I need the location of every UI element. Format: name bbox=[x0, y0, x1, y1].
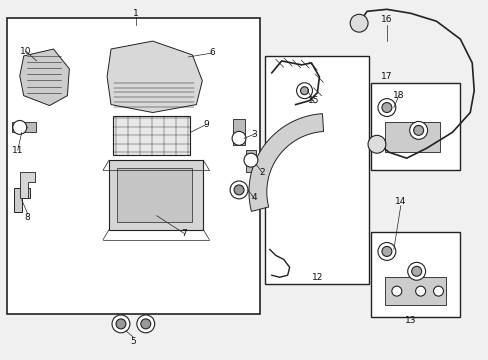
Circle shape bbox=[411, 266, 421, 276]
Bar bbox=[7, 18, 259, 314]
Circle shape bbox=[377, 243, 395, 260]
Circle shape bbox=[381, 247, 391, 256]
Circle shape bbox=[409, 121, 427, 139]
Circle shape bbox=[433, 286, 443, 296]
Text: 12: 12 bbox=[311, 273, 323, 282]
Circle shape bbox=[244, 153, 257, 167]
Polygon shape bbox=[20, 172, 35, 198]
Circle shape bbox=[296, 83, 312, 99]
Circle shape bbox=[230, 181, 247, 199]
Text: 7: 7 bbox=[181, 229, 187, 238]
Polygon shape bbox=[107, 41, 202, 113]
Bar bbox=[264, 56, 368, 284]
Text: 4: 4 bbox=[251, 193, 256, 202]
Polygon shape bbox=[20, 49, 69, 105]
Circle shape bbox=[137, 315, 154, 333]
Bar bbox=[117, 168, 192, 222]
Text: 8: 8 bbox=[25, 213, 30, 222]
Text: 15: 15 bbox=[307, 96, 319, 105]
Polygon shape bbox=[14, 188, 30, 212]
Bar bbox=[245, 150, 255, 172]
Text: 1: 1 bbox=[133, 9, 139, 18]
Bar bbox=[384, 122, 440, 152]
Circle shape bbox=[232, 131, 245, 145]
Bar bbox=[109, 160, 203, 230]
Text: 17: 17 bbox=[380, 72, 392, 81]
Circle shape bbox=[112, 315, 130, 333]
Text: 18: 18 bbox=[392, 91, 404, 100]
Circle shape bbox=[300, 87, 308, 95]
Circle shape bbox=[349, 14, 367, 32]
Bar bbox=[233, 120, 244, 145]
Bar bbox=[370, 231, 459, 317]
Text: 10: 10 bbox=[20, 46, 31, 55]
Bar bbox=[384, 277, 446, 305]
Bar bbox=[113, 116, 190, 155]
Circle shape bbox=[13, 121, 27, 134]
Text: 11: 11 bbox=[12, 146, 23, 155]
Circle shape bbox=[377, 99, 395, 117]
Bar bbox=[370, 83, 459, 170]
Text: 13: 13 bbox=[404, 316, 416, 325]
Text: 9: 9 bbox=[203, 120, 209, 129]
Circle shape bbox=[407, 262, 425, 280]
Text: 3: 3 bbox=[250, 130, 256, 139]
Circle shape bbox=[141, 319, 150, 329]
Text: 14: 14 bbox=[394, 197, 406, 206]
Circle shape bbox=[415, 286, 425, 296]
Circle shape bbox=[391, 286, 401, 296]
Text: 5: 5 bbox=[130, 337, 136, 346]
Text: 16: 16 bbox=[380, 15, 392, 24]
Text: 6: 6 bbox=[209, 49, 215, 58]
Circle shape bbox=[413, 125, 423, 135]
Circle shape bbox=[116, 319, 126, 329]
Polygon shape bbox=[248, 114, 323, 211]
Circle shape bbox=[381, 103, 391, 113]
Circle shape bbox=[234, 185, 244, 195]
Circle shape bbox=[367, 135, 385, 153]
Text: 2: 2 bbox=[259, 167, 264, 176]
Polygon shape bbox=[12, 122, 36, 132]
